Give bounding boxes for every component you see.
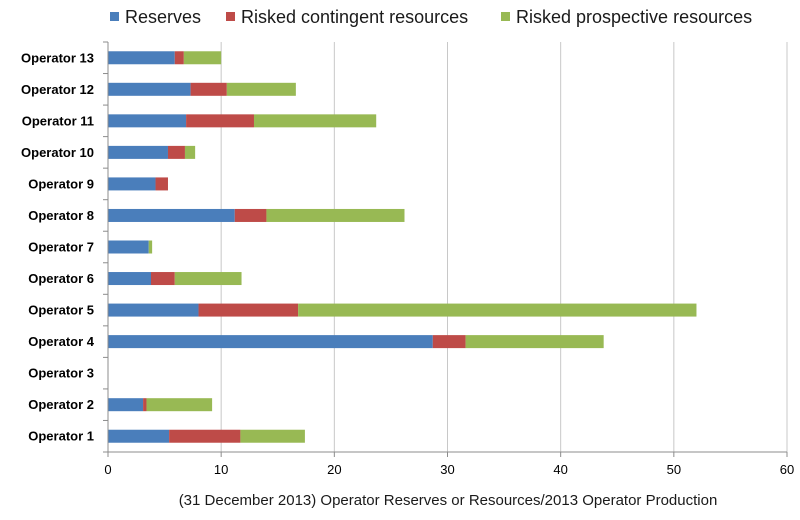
x-tick-label-30: 30 [440,462,454,477]
category-label-operator-6: Operator 6 [28,271,94,286]
bar-risked-contingent-resources-operator-1 [169,429,241,443]
category-label-operator-4: Operator 4 [28,334,95,349]
legend-swatch-risked-contingent-resources [226,12,235,21]
chart-legend: Reserves Risked contingent resources Riske… [110,7,752,27]
category-labels: Operator 13 Operator 12 Operator 11 Operato… [21,50,95,443]
category-label-operator-3: Operator 3 [28,366,94,381]
x-tick-label-60: 60 [780,462,794,477]
bar-risked-contingent-resources-operator-4 [432,335,466,349]
bar-risked-prospective-resources-operator-8 [266,208,405,222]
bar-risked-contingent-resources-operator-6 [151,272,175,286]
bar-risked-contingent-resources-operator-11 [186,114,254,128]
x-tick-label-10: 10 [214,462,228,477]
category-label-operator-10: Operator 10 [21,145,94,160]
bar-risked-prospective-resources-operator-10 [184,145,196,159]
category-label-operator-8: Operator 8 [28,208,94,223]
category-label-operator-1: Operator 1 [28,429,94,444]
bar-risked-prospective-resources-operator-7 [148,240,153,254]
bar-risked-contingent-resources-operator-13 [174,51,184,65]
bar-risked-prospective-resources-operator-2 [146,398,213,412]
x-tick-labels: 0 10 20 30 40 50 60 [104,462,794,477]
bar-risked-prospective-resources-operator-6 [174,272,242,286]
bar-reserves-operator-12 [108,82,191,96]
bar-risked-contingent-resources-operator-9 [155,177,168,191]
category-label-operator-2: Operator 2 [28,397,94,412]
bar-risked-prospective-resources-operator-11 [253,114,377,128]
bar-risked-contingent-resources-operator-5 [198,303,299,317]
category-label-operator-7: Operator 7 [28,240,94,255]
axes [103,41,788,457]
legend-swatch-risked-prospective-resources [501,12,510,21]
category-label-operator-9: Operator 9 [28,176,94,191]
bar-risked-contingent-resources-operator-2 [143,398,147,412]
bar-risked-prospective-resources-operator-5 [298,303,697,317]
bar-reserves-operator-4 [108,335,433,349]
bar-reserves-operator-9 [108,177,156,191]
bar-reserves-operator-6 [108,272,152,286]
bar-reserves-operator-5 [108,303,199,317]
x-tick-label-50: 50 [667,462,681,477]
bar-reserves-operator-10 [108,145,168,159]
bar-risked-contingent-resources-operator-12 [190,82,227,96]
bar-risked-contingent-resources-operator-8 [234,208,267,222]
x-tick-label-40: 40 [553,462,567,477]
gridlines [220,42,788,452]
category-label-operator-12: Operator 12 [21,82,94,97]
bar-reserves-operator-13 [108,51,175,65]
category-label-operator-13: Operator 13 [21,50,94,65]
category-label-operator-5: Operator 5 [28,303,94,318]
bar-risked-contingent-resources-operator-10 [167,145,185,159]
x-tick-label-20: 20 [327,462,341,477]
bar-risked-prospective-resources-operator-1 [240,429,305,443]
legend-label-reserves: Reserves [125,7,201,27]
bar-reserves-operator-11 [108,114,187,128]
bar-risked-prospective-resources-operator-13 [183,51,222,65]
legend-label-risked-prospective-resources: Risked prospective resources [516,7,752,27]
x-tick-label-0: 0 [104,462,111,477]
bars [108,51,697,443]
x-axis-title: (31 December 2013) Operator Reserves or … [179,492,718,509]
legend-label-risked-contingent-resources: Risked contingent resources [241,7,468,27]
legend-swatch-reserves [110,12,119,21]
bar-risked-prospective-resources-operator-4 [465,335,604,349]
bar-reserves-operator-7 [108,240,149,254]
bar-risked-prospective-resources-operator-12 [226,82,296,96]
bar-reserves-operator-8 [108,208,235,222]
category-label-operator-11: Operator 11 [22,113,94,128]
bar-reserves-operator-1 [108,429,170,443]
bar-reserves-operator-2 [108,398,144,412]
